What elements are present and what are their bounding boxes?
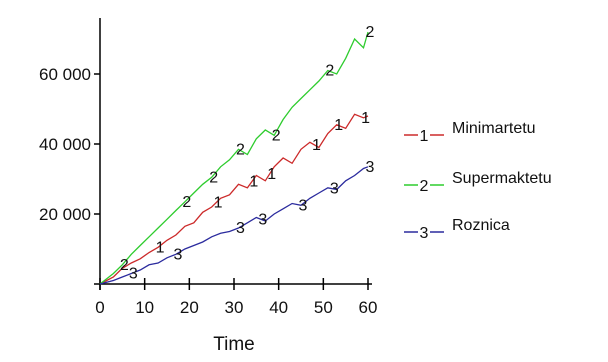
series-point-marker: 3 (299, 197, 308, 214)
y-tick-label: 60 000 (39, 65, 91, 84)
series-point-marker: 2 (209, 169, 218, 186)
x-tick-label: 0 (95, 298, 104, 317)
legend-label: Roznica (452, 217, 510, 234)
series-point-marker: 3 (236, 220, 245, 237)
series-point-marker: 3 (173, 246, 182, 263)
series-point-marker: 1 (312, 137, 321, 154)
series-point-marker: 2 (325, 63, 334, 80)
x-tick-label: 20 (180, 298, 199, 317)
y-tick-label: 20 000 (39, 205, 91, 224)
legend-marker: 1 (420, 128, 429, 145)
series-point-marker: 1 (334, 117, 343, 134)
series-point-marker: 2 (366, 24, 375, 41)
x-tick-label: 40 (269, 298, 288, 317)
y-tick-label: 40 000 (39, 135, 91, 154)
chart-axes (94, 18, 372, 290)
series-point-marker: 2 (182, 194, 191, 211)
series-line-supermaktetu (99, 31, 369, 285)
legend-label: Minimartetu (452, 120, 536, 137)
series-point-marker: 1 (156, 239, 165, 256)
series-point-marker: 1 (267, 166, 276, 183)
series-line-roznica (99, 166, 369, 285)
series-point-marker: 1 (249, 174, 258, 191)
series-lines (99, 31, 369, 285)
x-tick-label: 10 (135, 298, 154, 317)
series-point-marker: 2 (272, 127, 281, 144)
x-tick-label: 60 (359, 298, 378, 317)
series-line-minimartetu (99, 113, 369, 285)
series-point-marker: 1 (214, 195, 223, 212)
legend-label: Supermaktetu (452, 170, 552, 187)
x-tick-label: 50 (314, 298, 333, 317)
series-point-marker: 1 (361, 110, 370, 127)
legend-marker: 3 (420, 225, 429, 242)
series-point-marker: 3 (258, 211, 267, 228)
series-point-marker: 2 (120, 257, 129, 274)
series-point-marker: 3 (129, 266, 138, 283)
x-axis-title: Time (213, 334, 255, 355)
series-point-marker: 3 (366, 159, 375, 176)
legend: 1 Minimartetu 2 Supermaktetu 3 Roznica (404, 120, 552, 242)
series-point-marker: 2 (236, 141, 245, 158)
x-tick-label: 30 (225, 298, 244, 317)
axis-ticks: 0 10 20 30 40 50 60 20 000 40 000 60 000 (39, 65, 377, 317)
legend-marker: 2 (420, 178, 429, 195)
series-point-marker: 3 (330, 181, 339, 198)
